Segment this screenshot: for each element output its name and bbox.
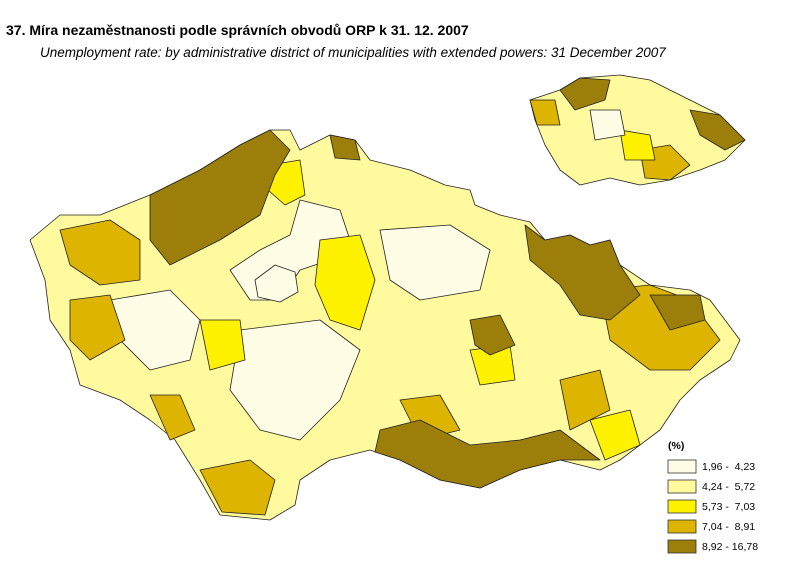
- map: [29, 129, 741, 521]
- region: [524, 224, 641, 321]
- legend-unit: (%): [668, 440, 684, 452]
- region: [69, 294, 126, 361]
- legend-label: 4,24 - 5,72: [702, 481, 755, 493]
- region: [329, 134, 361, 161]
- region: [149, 394, 196, 441]
- inset-region: [619, 129, 656, 161]
- inset-map: [529, 74, 746, 186]
- inset-region: [689, 109, 746, 151]
- region: [589, 409, 641, 461]
- region: [559, 369, 611, 431]
- legend-label: 5,73 - 7,03: [702, 501, 755, 513]
- region: [199, 459, 276, 516]
- legend-label: 8,92 - 16,78: [702, 541, 758, 553]
- region: [649, 294, 706, 331]
- region: [59, 219, 141, 286]
- region: [229, 319, 361, 441]
- region: [149, 129, 291, 266]
- region: [314, 234, 376, 331]
- legend-swatch: [667, 539, 697, 554]
- prague: [254, 264, 299, 303]
- region: [469, 314, 516, 356]
- inset-region: [559, 77, 611, 111]
- title: 37. Míra nezaměstnanosti podle správních…: [6, 22, 469, 38]
- inset-region: [529, 99, 561, 126]
- legend-label: 1,96 - 4,23: [702, 461, 755, 473]
- region: [199, 319, 246, 371]
- region: [374, 419, 601, 489]
- legend-swatch: [667, 499, 697, 514]
- legend-label: 7,04 - 8,91: [702, 521, 755, 533]
- inset-region: [589, 109, 626, 141]
- region: [379, 224, 491, 301]
- subtitle: Unemployment rate: by administrative dis…: [40, 45, 666, 60]
- legend-swatch: [667, 519, 697, 534]
- legend-swatch: [667, 479, 697, 494]
- legend: (%) 1,96 - 4,23 4,24 - 5,72 5,73 - 7,03 7,0…: [667, 440, 758, 554]
- legend-swatch: [667, 459, 697, 474]
